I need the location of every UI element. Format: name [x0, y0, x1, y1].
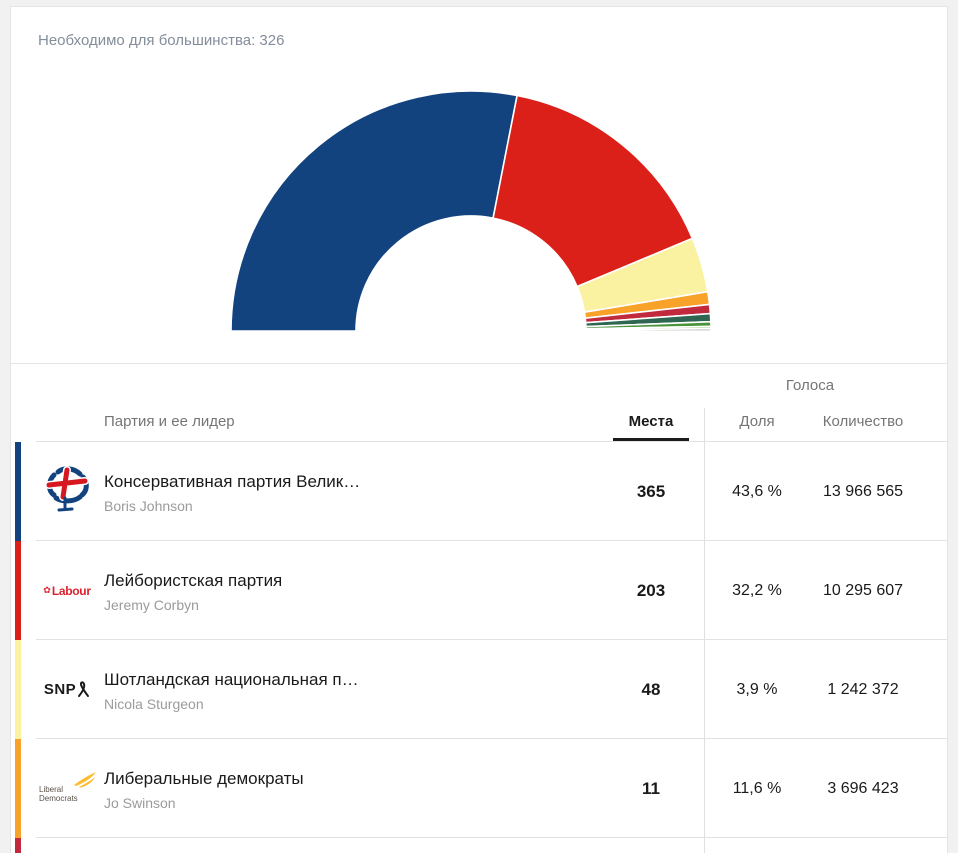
party-color-stripe — [15, 739, 21, 838]
vote-share-value: 3,9 % — [736, 680, 778, 698]
party-leader: Nicola Sturgeon — [104, 695, 204, 712]
vote-share-value: 43,6 % — [732, 482, 782, 500]
vote-share-value: 11,6 % — [732, 779, 782, 797]
donut-segment — [585, 327, 712, 332]
results-card: Необходимо для большинства: 326 Голоса П… — [10, 6, 948, 853]
vote-count-value: 3 696 423 — [827, 779, 899, 797]
party-name: Консервативная партия Велик… — [104, 471, 361, 491]
votes-group-header: Голоса — [785, 377, 835, 394]
results-table: Голоса Партия и ее лидер Места Доля Коли… — [11, 364, 947, 853]
donut-segment — [230, 90, 519, 332]
labour-rose-icon: ✿ — [43, 585, 51, 595]
party-name: Лейбористская партия — [104, 570, 283, 590]
seats-value: 203 — [636, 580, 666, 600]
donut-segment — [492, 94, 694, 288]
vote-count-value: 10 295 607 — [822, 581, 904, 599]
share-column-header[interactable]: Доля — [739, 413, 775, 430]
vote-count-value: 13 966 565 — [822, 482, 904, 500]
party-column-header: Партия и ее лидер — [104, 413, 235, 430]
vote-share-value: 32,2 % — [732, 581, 782, 599]
snp-party-logo-icon: SNP — [44, 681, 90, 698]
table-row-partial — [11, 838, 947, 853]
table-row: Liberal Democrats Либеральные демократы … — [11, 739, 947, 838]
party-color-stripe — [15, 640, 21, 739]
table-row: ✿ Labour Лейбористская партия Jeremy Cor… — [11, 541, 947, 640]
party-info: Шотландская национальная п… Nicola Sturg… — [104, 668, 603, 712]
table-row: Консервативная партия Велик… Boris Johns… — [11, 442, 947, 541]
column-divider — [704, 408, 705, 853]
count-column-header[interactable]: Количество — [822, 413, 904, 430]
party-info: Либеральные демократы Jo Swinson — [104, 767, 603, 811]
table-row: SNP Шотландская национальная п… Nicola S… — [11, 640, 947, 739]
libdem-bird-icon — [74, 771, 96, 787]
vote-count-value: 1 242 372 — [827, 680, 899, 698]
party-info: Лейбористская партия Jeremy Corbyn — [104, 569, 603, 613]
party-leader: Boris Johnson — [104, 497, 193, 514]
party-color-stripe — [15, 442, 21, 541]
seats-value: 11 — [642, 778, 660, 798]
active-sort-underline — [613, 438, 689, 441]
seats-value: 48 — [641, 679, 661, 699]
party-color-stripe — [15, 541, 21, 640]
seats-column-header[interactable]: Места — [628, 413, 674, 430]
labour-party-logo-icon: ✿ Labour — [43, 583, 91, 598]
party-leader: Jeremy Corbyn — [104, 596, 199, 613]
conservative-party-logo-icon — [44, 465, 90, 518]
table-header: Голоса Партия и ее лидер Места Доля Коли… — [11, 364, 947, 442]
section-divider — [11, 363, 947, 364]
party-name: Либеральные демократы — [104, 768, 304, 788]
majority-needed-label: Необходимо для большинства: 326 — [38, 32, 285, 49]
snp-ribbon-icon — [78, 681, 90, 697]
header-row: Партия и ее лидер Места Доля Количество — [11, 413, 947, 430]
libdem-party-logo-icon: Liberal Democrats — [39, 771, 96, 805]
seats-chart-section: Необходимо для большинства: 326 — [11, 7, 947, 363]
seats-value: 365 — [636, 481, 666, 501]
party-color-stripe — [15, 838, 21, 853]
seats-donut-chart — [230, 90, 712, 332]
party-name: Шотландская национальная п… — [104, 669, 359, 689]
party-leader: Jo Swinson — [104, 794, 176, 811]
party-info: Консервативная партия Велик… Boris Johns… — [104, 470, 603, 514]
donut-segments — [230, 90, 712, 332]
